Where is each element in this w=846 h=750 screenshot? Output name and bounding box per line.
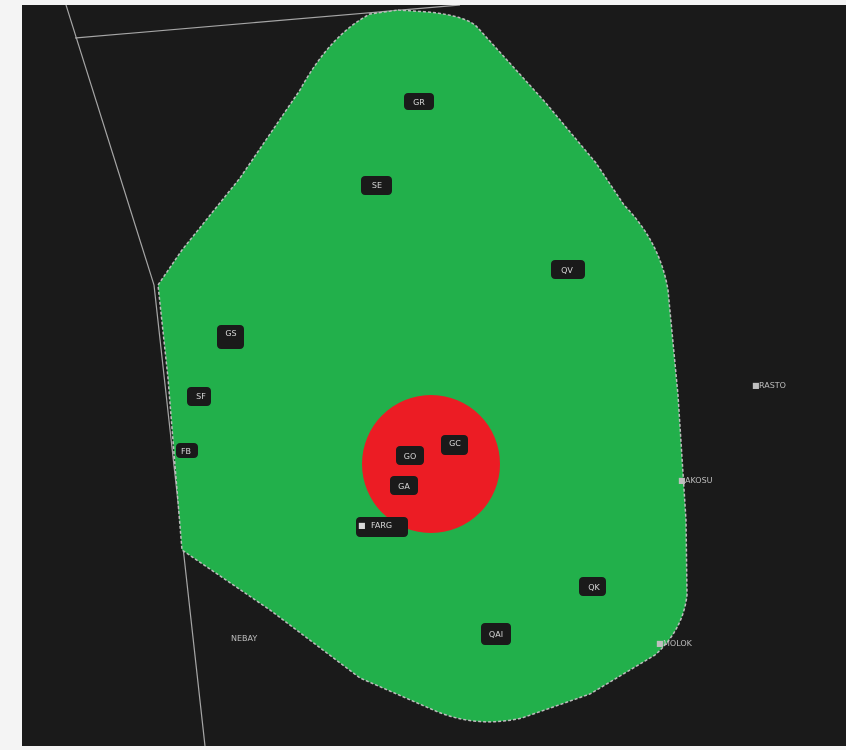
station-label-gr: GR <box>413 98 425 107</box>
station-marker <box>217 325 244 349</box>
station-qa[interactable]: QAI <box>481 623 511 645</box>
station-label-sf: SF <box>196 392 206 401</box>
station-fb[interactable]: FB <box>176 443 198 458</box>
fix-akosu[interactable]: ■ AKOSU <box>678 476 713 485</box>
airway-line-left <box>65 4 155 286</box>
fix-farg[interactable]: ■ FARG <box>356 517 408 537</box>
left-frame <box>0 0 22 746</box>
fix-marker <box>356 517 408 537</box>
coverage-zone[interactable] <box>157 9 688 723</box>
station-marker <box>176 443 198 458</box>
station-gs[interactable]: GS <box>217 325 244 349</box>
station-qk[interactable]: QK <box>579 577 606 596</box>
fix-label-nebay: NEBAY <box>231 634 257 643</box>
fix-marker-symbol: ■ <box>752 381 760 390</box>
station-gc[interactable]: GC <box>441 435 468 455</box>
station-gr[interactable]: GR <box>404 93 434 110</box>
station-sf[interactable]: SF <box>187 387 211 406</box>
fix-label-molok: MOLOK <box>663 639 693 648</box>
station-label-fb: FB <box>181 447 191 456</box>
station-label-gc: GC <box>449 439 461 448</box>
station-ga[interactable]: GA <box>390 476 418 495</box>
station-label-ga: GA <box>398 482 410 491</box>
station-marker <box>551 260 585 279</box>
fix-label-rasto: RASTO <box>759 381 786 390</box>
fix-marker-symbol: ■ <box>678 476 686 485</box>
station-label-se: SE <box>372 181 382 190</box>
station-marker <box>390 476 418 495</box>
station-marker <box>396 446 424 465</box>
station-label-gs: GS <box>225 329 236 338</box>
station-marker <box>187 387 211 406</box>
station-label-qa: QAI <box>489 630 503 639</box>
fix-label-akosu: AKOSU <box>685 476 713 485</box>
fix-molok[interactable]: ■ MOLOK <box>656 639 693 648</box>
station-marker <box>361 176 392 195</box>
station-label-qk: QK <box>588 583 600 592</box>
highlight-circle[interactable] <box>362 395 500 533</box>
station-go[interactable]: GO <box>396 446 424 465</box>
fix-marker-symbol: ■ <box>656 639 664 648</box>
fix-label-farg: FARG <box>371 521 392 530</box>
station-marker <box>579 577 606 596</box>
fix-marker-symbol: ■ <box>358 521 366 530</box>
station-label-qv: QV <box>561 266 573 275</box>
station-label-go: GO <box>404 452 417 461</box>
fix-rasto[interactable]: ■ RASTO <box>752 381 786 390</box>
top-frame <box>22 0 846 5</box>
station-se[interactable]: SE <box>361 176 392 195</box>
station-qv[interactable]: QV <box>551 260 585 279</box>
fix-nebay[interactable]: NEBAY <box>231 634 257 643</box>
station-marker <box>441 435 468 455</box>
station-marker <box>481 623 511 645</box>
station-marker <box>404 93 434 110</box>
